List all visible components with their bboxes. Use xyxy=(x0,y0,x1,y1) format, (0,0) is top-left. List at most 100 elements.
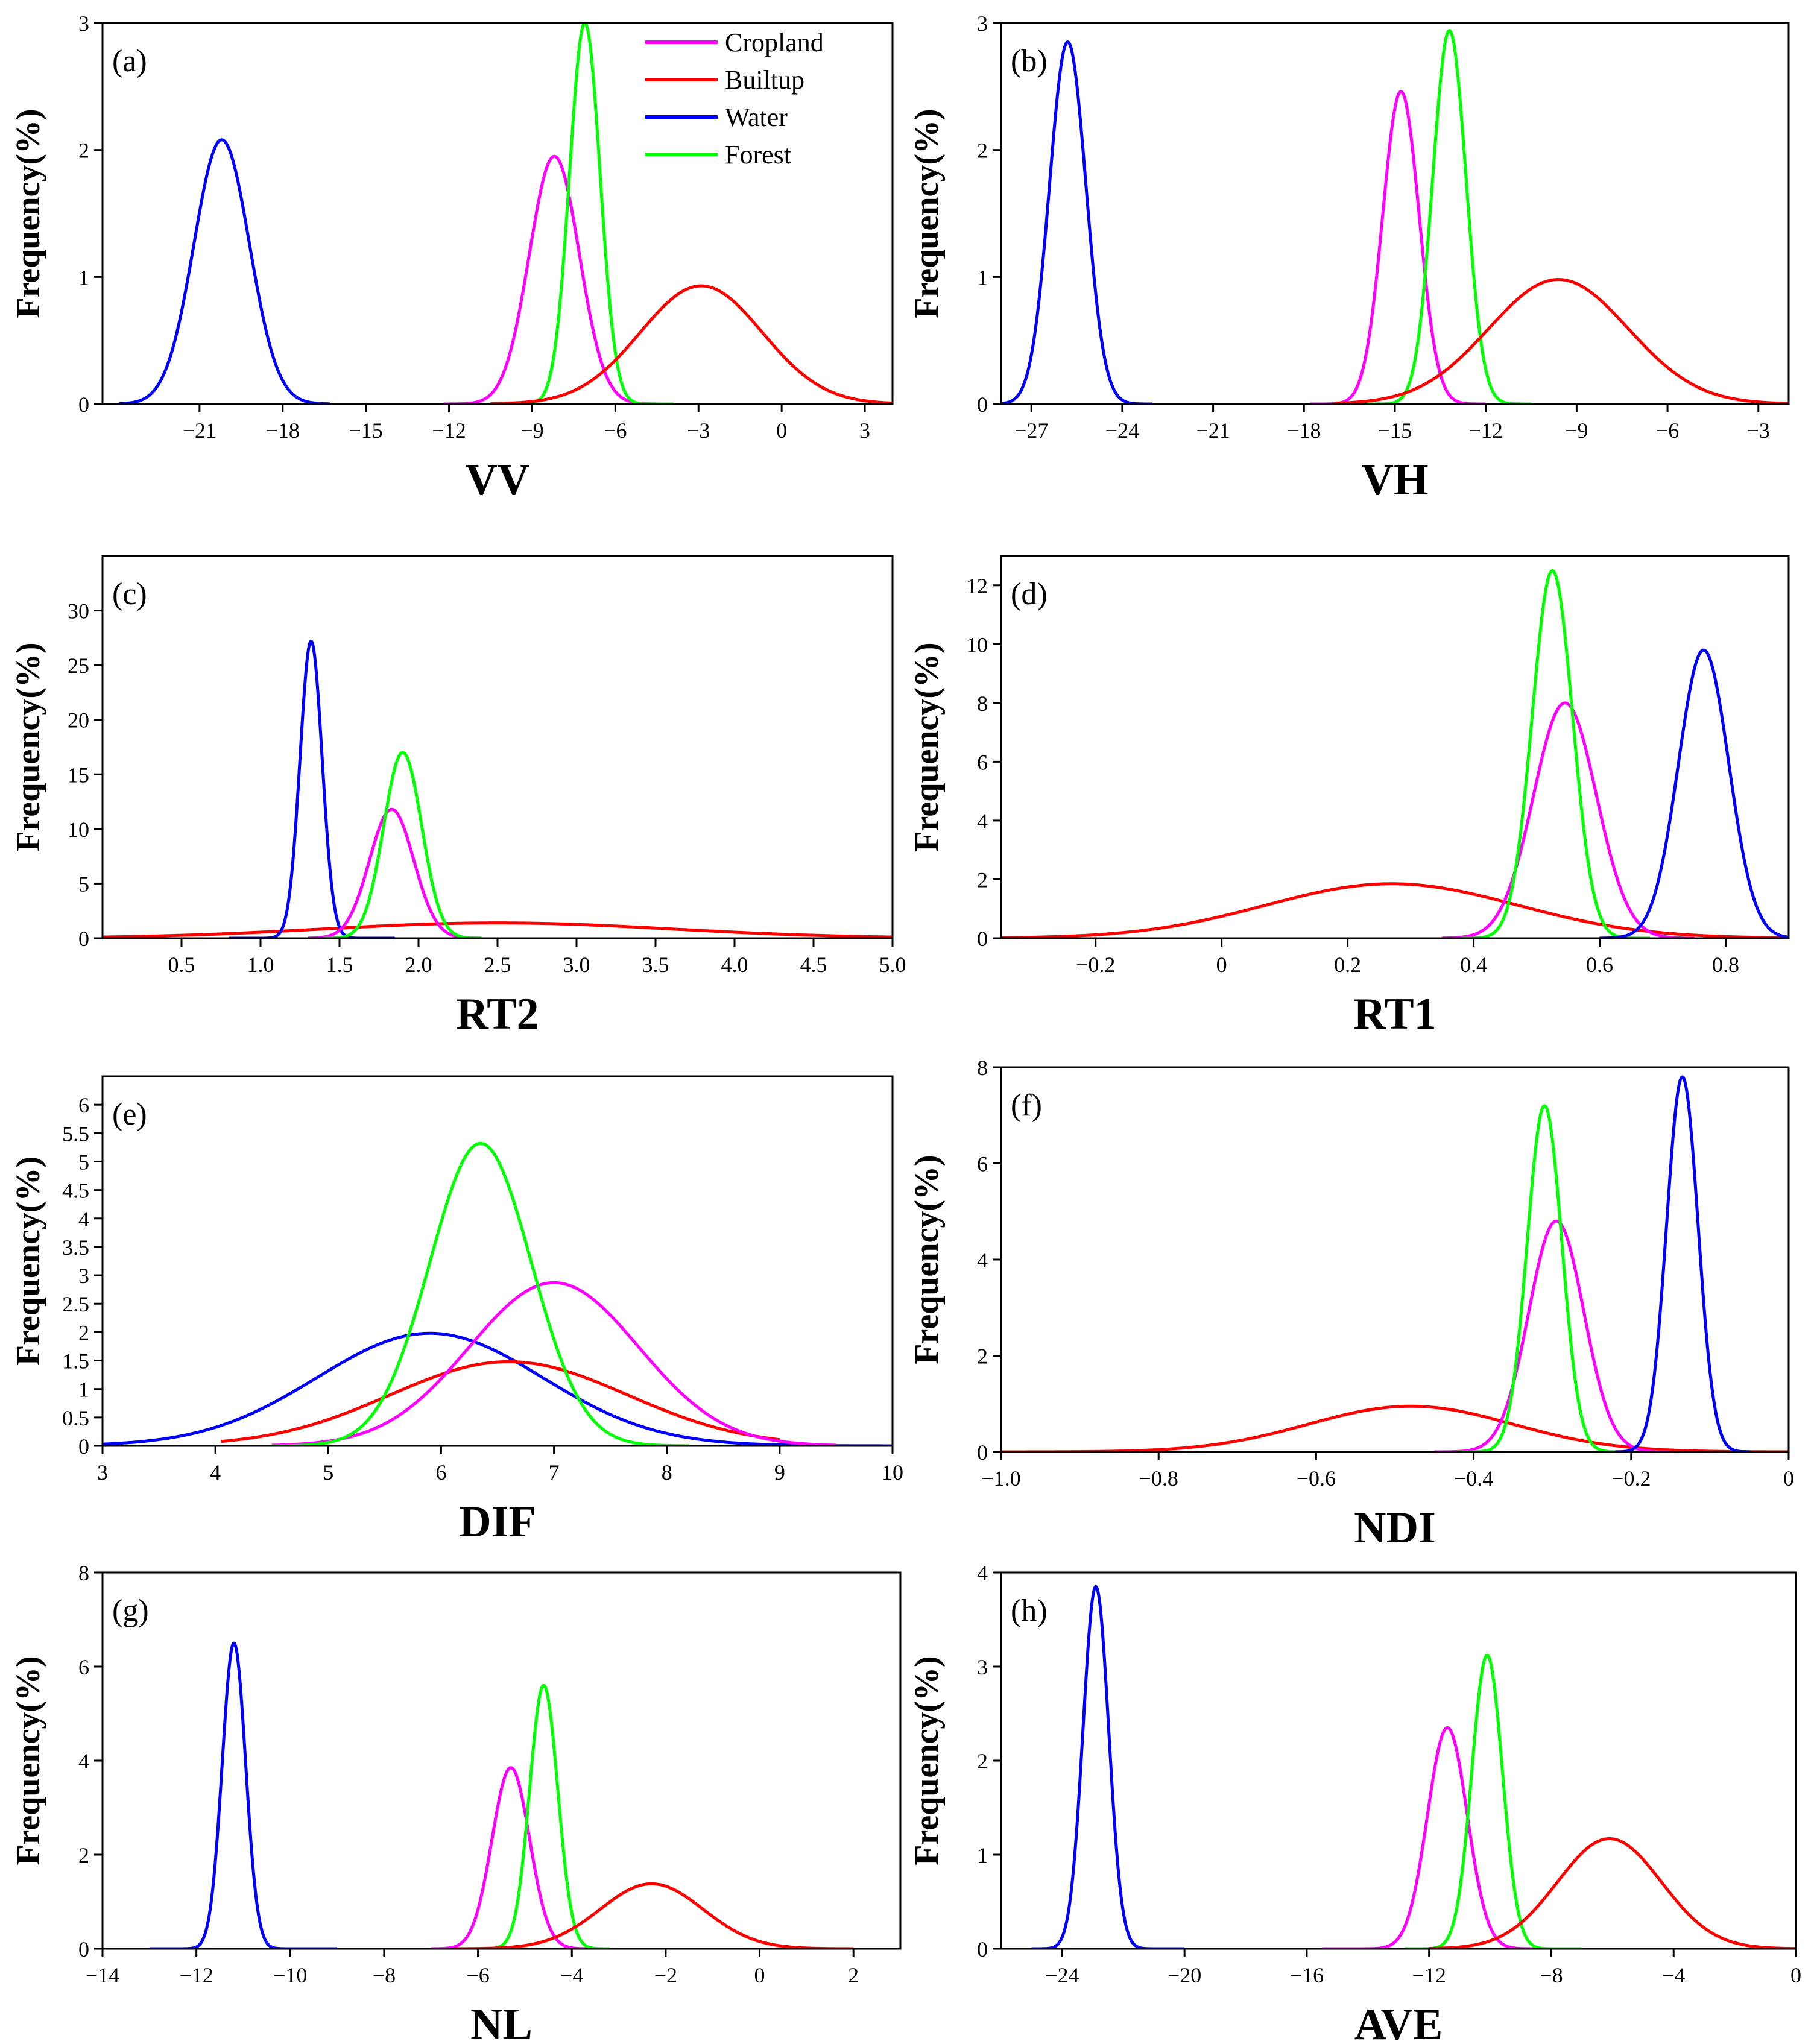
y-tick-label: 1 xyxy=(977,265,988,289)
chart-panel-e: 3 4 5 6 7 8 9 10 0 0.5 1 1.5 2 2.5 3 3.5 4 4.5 5 5.5 6 (e) DIF… xyxy=(10,1075,903,1547)
panel-tag: (h) xyxy=(1011,1594,1048,1628)
x-tick-label: 9 xyxy=(774,1460,785,1484)
chart-panel-f: −1.0 −0.8 −0.6 −0.4 −0.2 0 0 2 4 6 8 (f) NDI Frequenc… xyxy=(908,1056,1794,1553)
x-tick-label: 5.0 xyxy=(879,953,906,977)
y-tick-label: 1 xyxy=(977,1843,988,1867)
y-tick-label: 8 xyxy=(977,1056,988,1080)
y-tick-label: 4 xyxy=(977,809,988,833)
y-tick-label: 4.5 xyxy=(62,1179,89,1203)
plot-frame xyxy=(101,22,894,405)
y-axis-label: Frequency(%) xyxy=(10,1656,47,1865)
series-line-builtup xyxy=(1334,278,1789,404)
y-tick-label: 1 xyxy=(78,265,89,289)
x-tick-label: 8 xyxy=(662,1460,672,1484)
y-tick-label: 1 xyxy=(78,1378,89,1402)
series-line-water xyxy=(1599,648,1789,938)
y-tick-label: 8 xyxy=(977,692,988,716)
x-tick-label: 0.2 xyxy=(1334,953,1361,977)
y-axis-label: Frequency(%) xyxy=(908,109,946,318)
series-line-builtup xyxy=(103,921,893,938)
series-line-builtup xyxy=(454,1882,854,1949)
series-line-water xyxy=(103,1331,893,1446)
series-line-builtup xyxy=(1429,1837,1796,1949)
x-tick-label: −21 xyxy=(183,418,216,443)
y-tick-label: 15 xyxy=(68,763,89,787)
y-axis-label: Frequency(%) xyxy=(10,109,47,318)
series-line-cropland xyxy=(443,154,658,404)
x-tick-label: −12 xyxy=(179,1963,213,1987)
x-tick-label: 0 xyxy=(776,418,787,443)
panel-tag: (b) xyxy=(1011,44,1048,78)
x-tick-label: 0 xyxy=(1216,953,1227,977)
panel-tag: (f) xyxy=(1011,1088,1042,1123)
x-tick-label: 4.0 xyxy=(721,953,748,977)
series-line-builtup xyxy=(221,1360,780,1443)
x-tick-label: −0.4 xyxy=(1454,1466,1493,1490)
x-tick-label: 0.5 xyxy=(168,953,195,977)
x-tick-label: −8 xyxy=(1540,1963,1563,1987)
x-tick-label: −15 xyxy=(1378,418,1412,443)
y-axis-label: Frequency(%) xyxy=(908,1155,946,1364)
x-axis-label: NL xyxy=(470,2000,533,2044)
x-axis-label: RT2 xyxy=(456,989,539,1039)
panel-tag: (g) xyxy=(112,1594,149,1628)
series-line-cropland xyxy=(430,1766,596,1949)
series-line-forest xyxy=(323,751,483,938)
curve-group xyxy=(1001,1075,1789,1452)
y-tick-label: 4 xyxy=(977,1561,988,1585)
x-axis-label: RT1 xyxy=(1353,989,1436,1039)
series-line-water xyxy=(1614,1075,1751,1452)
chart-panel-a: −21 −18 −15 −12 −9 −6 −3 0 3 0 1 2 3 (a) VV Frequency(%… xyxy=(10,11,894,505)
y-tick-label: 0 xyxy=(977,1440,988,1465)
x-axis-label: VV xyxy=(466,455,530,505)
y-tick-label: 3.5 xyxy=(62,1235,89,1260)
x-axis-label: VH xyxy=(1362,455,1429,505)
y-tick-label: 3 xyxy=(78,1264,89,1288)
y-tick-label: 0.5 xyxy=(62,1406,89,1430)
x-tick-label: −4 xyxy=(560,1963,583,1987)
panel-tag: (a) xyxy=(112,44,147,78)
x-tick-label: −10 xyxy=(273,1963,307,1987)
series-line-water xyxy=(118,138,331,404)
series-line-cropland xyxy=(271,1281,836,1446)
y-axis-label: Frequency(%) xyxy=(10,642,47,851)
x-tick-label: 7 xyxy=(549,1460,560,1484)
y-tick-label: 3 xyxy=(78,11,89,36)
x-tick-label: −8 xyxy=(373,1963,396,1987)
x-tick-label: −21 xyxy=(1196,418,1230,443)
x-tick-label: −6 xyxy=(1656,418,1679,443)
series-line-water xyxy=(1001,40,1154,404)
series-line-builtup xyxy=(1001,882,1789,938)
legend-label-builtup: Builtup xyxy=(725,65,804,95)
chart-panel-h: −24 −20 −16 −12 −8 −4 0 0 1 2 3 4 (h) AVE Frequency(%) xyxy=(908,1561,1801,2044)
x-tick-label: 3.0 xyxy=(563,953,590,977)
x-tick-label: −24 xyxy=(1045,1963,1079,1987)
x-tick-label: −20 xyxy=(1168,1963,1201,1987)
y-tick-label: 2 xyxy=(977,139,988,163)
x-tick-label: 3 xyxy=(859,418,870,443)
curve-group xyxy=(103,1141,893,1446)
y-tick-label: 6 xyxy=(78,1093,89,1117)
y-tick-label: 2 xyxy=(977,1749,988,1773)
panel-tag: (d) xyxy=(1011,577,1048,611)
y-tick-label: 0 xyxy=(78,393,89,417)
y-tick-label: 2.5 xyxy=(62,1292,89,1316)
x-tick-label: 0.8 xyxy=(1712,953,1739,977)
series-line-cropland xyxy=(1441,701,1695,938)
y-tick-label: 4 xyxy=(78,1207,89,1231)
y-tick-label: 5 xyxy=(78,1150,89,1174)
x-tick-label: −1.0 xyxy=(981,1466,1020,1490)
y-tick-label: 6 xyxy=(977,750,988,774)
x-tick-label: 2.5 xyxy=(484,953,511,977)
chart-panel-d: −0.2 0 0.2 0.4 0.6 0.8 0 2 4 6 8 10 12 (d) RT1 Frequenc… xyxy=(908,555,1790,1039)
x-tick-label: −18 xyxy=(1287,418,1321,443)
plot-frame xyxy=(1000,555,1790,939)
y-tick-label: 2 xyxy=(78,139,89,163)
y-tick-label: 20 xyxy=(68,708,89,733)
series-line-builtup xyxy=(490,284,893,404)
x-tick-label: 2.0 xyxy=(405,953,432,977)
y-tick-label: 0 xyxy=(78,927,89,951)
x-tick-label: −9 xyxy=(1565,418,1588,443)
y-tick-label: 6 xyxy=(977,1152,988,1176)
